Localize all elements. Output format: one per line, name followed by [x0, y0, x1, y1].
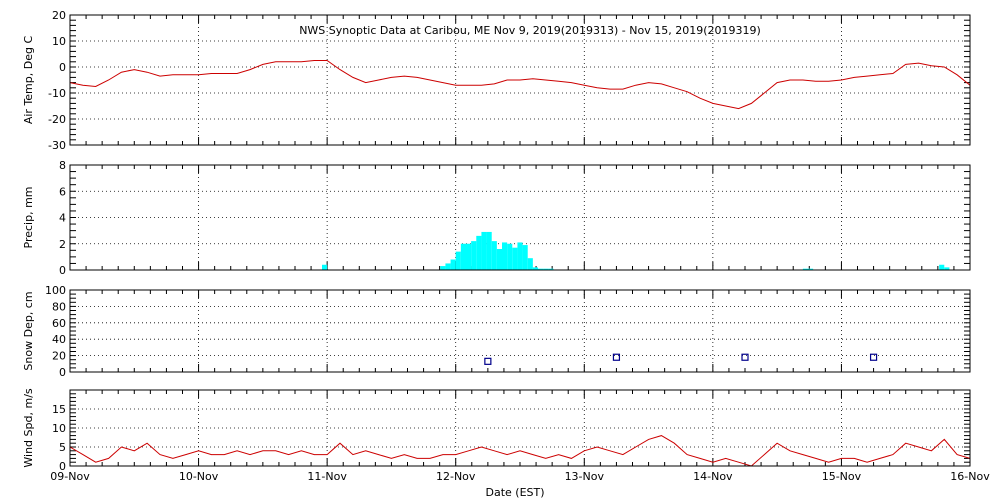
y-tick-label: 10 — [52, 35, 66, 48]
y-tick-label: 0 — [59, 61, 66, 74]
y-tick-label: 0 — [59, 264, 66, 277]
panel-air-temp: 20 10 0 -10 -20 -30 Air Temp, Deg C — [22, 9, 971, 152]
x-tick-label: 16-Nov — [950, 470, 990, 483]
y-tick-label: 0 — [59, 366, 66, 379]
panel-snow-depth: 100 80 60 40 20 0 Snow Dep, cm — [22, 284, 971, 379]
air-temp-series-line — [69, 60, 971, 110]
precip-bar — [532, 267, 538, 270]
panel-frame — [69, 389, 971, 467]
precip-bar — [522, 245, 528, 270]
y-axis-label: Air Temp, Deg C — [22, 36, 35, 125]
precip-bar — [496, 249, 502, 270]
precip-bar — [460, 243, 466, 270]
precip-bar — [944, 267, 950, 270]
precip-bar — [466, 243, 472, 270]
y-tick-label: 20 — [52, 350, 66, 363]
precip-bar — [507, 243, 513, 270]
precip-bar — [491, 241, 497, 270]
y-tick-label: 5 — [59, 441, 66, 454]
x-tick-label: 15-Nov — [822, 470, 862, 483]
precip-bar — [486, 231, 492, 270]
y-tick-label: 6 — [59, 185, 66, 198]
x-tick-label: 14-Nov — [693, 470, 733, 483]
precip-bar — [527, 258, 533, 270]
snow-depth-point — [741, 353, 749, 361]
precip-bar — [517, 242, 523, 270]
y-tick-label: 60 — [52, 317, 66, 330]
snow-depth-point — [869, 353, 878, 361]
y-tick-label: 40 — [52, 333, 66, 346]
y-tick-label: 0 — [59, 460, 66, 473]
panel-frame — [69, 14, 971, 146]
precip-bar — [476, 235, 482, 270]
precip-bar — [802, 268, 808, 270]
precip-bar — [543, 268, 549, 270]
y-axis-label: Precip, mm — [22, 187, 35, 249]
y-axis-label: Wind Spd, m/s — [22, 388, 35, 468]
x-axis-label: Date (EST) — [485, 486, 544, 499]
snow-depth-point — [484, 357, 492, 365]
precip-bar — [322, 264, 328, 270]
y-tick-label: 80 — [52, 300, 66, 313]
precip-bar — [939, 264, 945, 270]
precip-bar — [512, 247, 518, 270]
x-tick-label: 09-Nov — [50, 470, 90, 483]
y-tick-label: -20 — [48, 113, 66, 126]
y-tick-label: 8 — [59, 159, 66, 172]
precip-bar — [471, 241, 477, 270]
panel-precip: 8 6 4 2 0 Precip, mm — [22, 159, 971, 277]
y-tick-label: 20 — [52, 9, 66, 22]
precip-bar — [548, 268, 554, 270]
snow-depth-point — [612, 353, 621, 361]
y-tick-label: 4 — [59, 212, 66, 225]
precip-bar — [445, 263, 451, 270]
x-tick-label: 10-Nov — [179, 470, 219, 483]
panel-frame — [69, 164, 971, 271]
precip-bar — [538, 268, 544, 270]
y-axis-label: Snow Dep, cm — [22, 291, 35, 370]
x-tick-label: 12-Nov — [436, 470, 476, 483]
precip-bar — [440, 266, 446, 270]
y-tick-label: 2 — [59, 238, 66, 251]
precip-bar — [450, 259, 456, 270]
x-tick-labels: 09-Nov 10-Nov 11-Nov 12-Nov 13-Nov 14-Nov 15-N… — [50, 470, 990, 483]
y-tick-label: 100 — [45, 284, 66, 297]
panel-frame — [69, 289, 971, 373]
x-tick-label: 13-Nov — [565, 470, 605, 483]
precip-bar — [808, 268, 814, 270]
x-tick-label: 11-Nov — [307, 470, 347, 483]
precip-bar — [481, 231, 487, 270]
precip-bar — [455, 251, 461, 270]
panel-wind-speed: 15 10 5 0 Wind Spd, m/s — [22, 388, 971, 473]
y-tick-label: -10 — [48, 87, 66, 100]
y-tick-label: 15 — [52, 403, 66, 416]
wind-speed-series-line — [69, 435, 971, 467]
y-tick-label: 10 — [52, 422, 66, 435]
chart-title: NWS Synoptic Data at Caribou, ME Nov 9, … — [299, 24, 761, 37]
y-tick-label: -30 — [48, 139, 66, 152]
precip-bar — [502, 242, 508, 270]
